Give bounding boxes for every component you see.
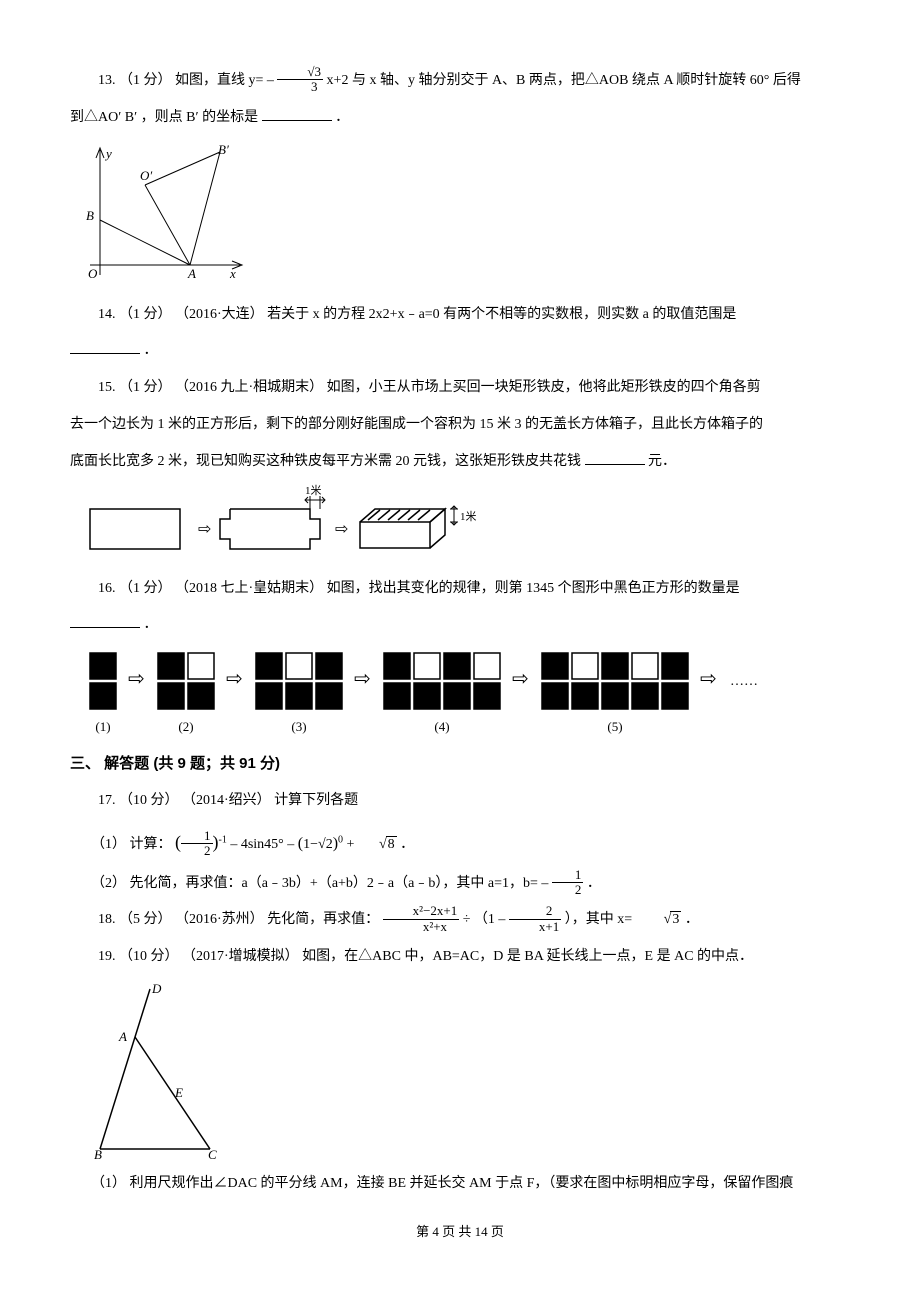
q14-points: （1 分）: [119, 307, 172, 322]
q17-p1-frac: 1 2: [181, 829, 213, 859]
q19-points: （10 分）: [119, 949, 179, 964]
svg-text:y: y: [104, 146, 112, 161]
q14-blank-line: ．: [70, 336, 850, 367]
section-3-title: 三、 解答题 (共 9 题；共 91 分): [70, 747, 850, 780]
svg-text:E: E: [174, 1085, 183, 1100]
q17-points: （10 分）: [119, 793, 179, 808]
svg-text:⇨: ⇨: [198, 521, 211, 538]
q15-blank: [585, 450, 645, 465]
q16-blank: [70, 613, 140, 628]
svg-text:C: C: [208, 1147, 217, 1159]
q13-points: （1 分）: [119, 73, 172, 88]
q13-frac: √3 3: [277, 65, 323, 95]
q15-figure: ⇨ 1米 ⇨ 1米: [80, 484, 850, 564]
q16-points: （1 分）: [119, 581, 172, 596]
q17-num: 17.: [98, 793, 116, 808]
q15-svg: ⇨ 1米 ⇨ 1米: [80, 484, 500, 564]
q13-num: 13.: [98, 73, 116, 88]
question-16: 16. （1 分） （2018 七上·皇姑期末） 如图，找出其变化的规律，则第 …: [70, 574, 850, 605]
svg-text:B: B: [94, 1147, 102, 1159]
q16-pattern: ⇨ ⇨ ⇨ ⇨ ⇨ ……: [80, 649, 850, 713]
q14-blank: [70, 339, 140, 354]
question-15: 15. （1 分） （2016 九上·相城期末） 如图，小王从市场上买回一块矩形…: [70, 373, 850, 404]
q16-labels-svg: (1) (2) (3) (4) (5): [80, 715, 850, 737]
svg-text:(3): (3): [291, 719, 306, 734]
svg-text:D: D: [151, 981, 162, 996]
q17-part1: （1） 计算： ( 1 2 )-1 – 4sin45° – (1−√2)0 + …: [70, 823, 850, 863]
svg-text:A: A: [187, 266, 196, 281]
q15-line3: 底面长比宽多 2 米，现已知购买这种铁皮每平方米需 20 元钱，这张矩形铁皮共花…: [70, 447, 850, 478]
q19-source: （2017·增城模拟）: [182, 949, 299, 964]
svg-text:O: O: [88, 266, 98, 281]
svg-text:A: A: [118, 1029, 127, 1044]
q18-points: （5 分）: [119, 912, 172, 927]
question-17: 17. （10 分） （2014·绍兴） 计算下列各题: [70, 786, 850, 817]
question-13: 13. （1 分） 如图，直线 y= – √3 3 x+2 与 x 轴、y 轴分…: [70, 66, 850, 97]
q13-mid: x+2 与 x 轴、y 轴分别交于 A、B 两点，把△AOB 绕点 A 顺时针旋…: [327, 73, 801, 88]
svg-text:(5): (5): [607, 719, 622, 734]
q14-text: 若关于 x 的方程 2x2+x﹣a=0 有两个不相等的实数根，则实数 a 的取值…: [267, 307, 736, 322]
svg-text:(1): (1): [95, 719, 110, 734]
q15-num: 15.: [98, 380, 116, 395]
svg-text:⇨: ⇨: [128, 668, 145, 690]
q18-num: 18.: [98, 912, 116, 927]
svg-text:⇨: ⇨: [512, 668, 529, 690]
svg-text:⇨: ⇨: [700, 668, 717, 690]
q13-blank: [262, 106, 332, 121]
svg-text:……: ……: [730, 674, 758, 689]
question-14: 14. （1 分） （2016·大连） 若关于 x 的方程 2x2+x﹣a=0 …: [70, 300, 850, 331]
svg-text:x: x: [229, 266, 236, 281]
q17-p2-frac: 1 2: [552, 868, 584, 898]
svg-text:1米: 1米: [460, 510, 477, 523]
q14-num: 14.: [98, 307, 116, 322]
svg-text:⇨: ⇨: [354, 668, 371, 690]
q17-source: （2014·绍兴）: [182, 793, 271, 808]
q17-part2: （2） 先化简，再求值：a（a﹣3b）+（a+b）2﹣a（a﹣b），其中 a=1…: [70, 869, 850, 900]
svg-text:B: B: [86, 208, 94, 223]
q16-num: 16.: [98, 581, 116, 596]
q15-points: （1 分）: [119, 380, 172, 395]
q18-frac2: 2 x+1: [509, 904, 561, 934]
svg-text:(4): (4): [434, 719, 449, 734]
svg-text:B′: B′: [218, 142, 229, 157]
svg-text:⇨: ⇨: [335, 521, 348, 538]
q13-figure: O y x A B O′ B′: [80, 140, 850, 290]
svg-text:O′: O′: [140, 168, 152, 183]
q18-sqrt3: 3: [636, 905, 682, 936]
svg-text:1米: 1米: [305, 484, 322, 497]
q16-blank-line: ．: [70, 610, 850, 641]
q19-figure: B C A D E: [80, 979, 850, 1159]
q18-frac1: x²−2x+1 x²+x: [383, 904, 460, 934]
q16-source: （2018 七上·皇姑期末）: [175, 581, 323, 596]
q19-svg: B C A D E: [80, 979, 240, 1159]
q13-prefix: 如图，直线 y= –: [175, 73, 277, 88]
question-19: 19. （10 分） （2017·增城模拟） 如图，在△ABC 中，AB=AC，…: [70, 942, 850, 973]
svg-text:⇨: ⇨: [226, 668, 243, 690]
q15-line2: 去一个边长为 1 米的正方形后，剩下的部分刚好能围成一个容积为 15 米 3 的…: [70, 410, 850, 441]
q16-labels: (1) (2) (3) (4) (5): [80, 715, 850, 737]
q14-source: （2016·大连）: [175, 307, 264, 322]
q15-source: （2016 九上·相城期末）: [175, 380, 323, 395]
svg-text:(2): (2): [178, 719, 193, 734]
q13-graph-svg: O y x A B O′ B′: [80, 140, 250, 290]
q18-source: （2016·苏州）: [175, 912, 264, 927]
q17-sqrt8: 8: [358, 830, 397, 861]
q16-pattern-svg: ⇨ ⇨ ⇨ ⇨ ⇨ ……: [80, 649, 850, 713]
q19-sub1: （1） 利用尺规作出∠DAC 的平分线 AM，连接 BE 并延长交 AM 于点 …: [70, 1169, 850, 1200]
page-footer: 第 4 页 共 14 页: [70, 1218, 850, 1247]
question-13-line2: 到△AO′ B′ ，则点 B′ 的坐标是 ．: [70, 103, 850, 134]
q19-num: 19.: [98, 949, 116, 964]
question-18: 18. （5 分） （2016·苏州） 先化简，再求值： x²−2x+1 x²+…: [70, 905, 850, 936]
